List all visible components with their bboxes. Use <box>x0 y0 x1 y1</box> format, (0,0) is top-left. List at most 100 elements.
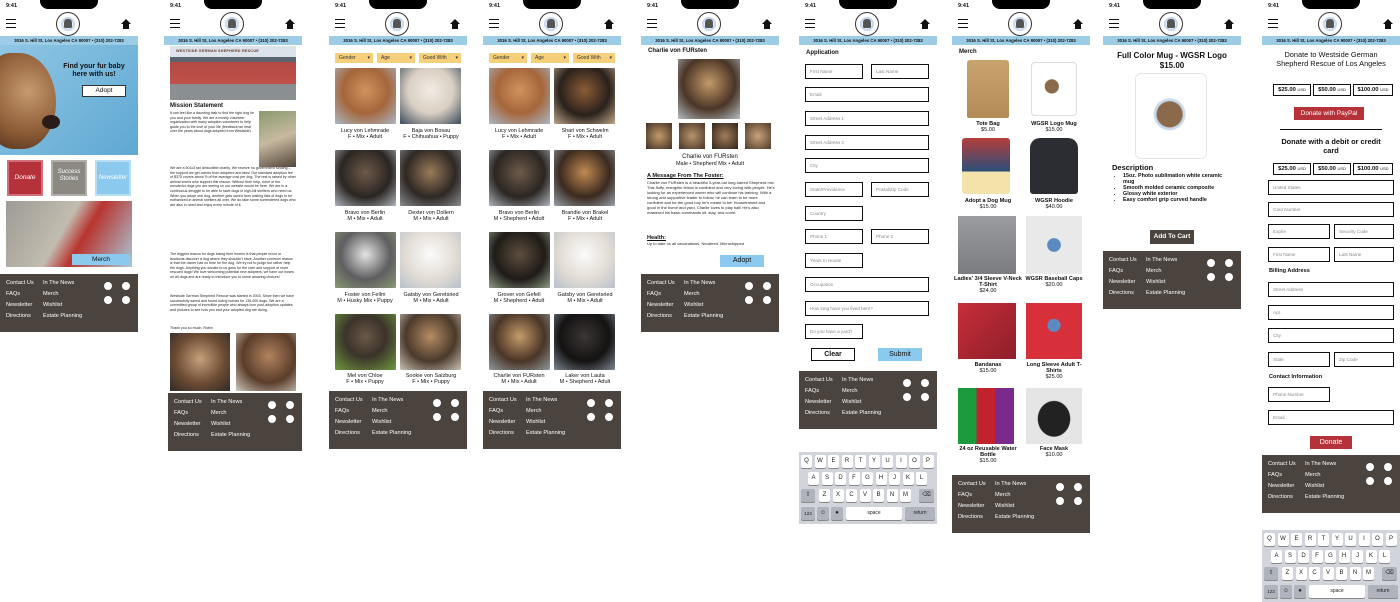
facebook-icon[interactable] <box>286 401 294 409</box>
dog-card-photo[interactable] <box>554 314 615 370</box>
dog-card-photo[interactable] <box>489 68 550 124</box>
footer-faqs[interactable]: FAQs <box>6 291 20 297</box>
footer-news[interactable]: In The News <box>1146 257 1178 263</box>
logo-icon[interactable] <box>697 12 721 36</box>
menu-icon[interactable] <box>805 19 815 28</box>
cap-image[interactable] <box>1026 216 1082 274</box>
logo-icon[interactable] <box>539 12 563 36</box>
smile-icon[interactable] <box>1366 477 1374 485</box>
numbers-key[interactable]: 123 <box>1264 585 1278 598</box>
thumb-3[interactable] <box>712 123 738 149</box>
amount-100[interactable]: $100.00 USD <box>1353 163 1393 175</box>
emoji-key[interactable]: ☺ <box>1280 585 1292 598</box>
logo-icon[interactable] <box>1159 12 1183 36</box>
footer-estate[interactable]: Estate Planning <box>842 410 882 416</box>
footer-wishlist[interactable]: Wishlist <box>684 302 704 308</box>
dog-card-photo[interactable] <box>554 150 615 206</box>
key-n[interactable]: N <box>886 489 898 502</box>
home-icon[interactable] <box>121 19 131 29</box>
menu-icon[interactable] <box>489 19 499 28</box>
return-key[interactable]: return <box>1368 585 1398 598</box>
last-name-field[interactable]: Last Name <box>1334 247 1394 262</box>
logo-icon[interactable] <box>1008 12 1032 36</box>
key-t[interactable]: T <box>855 455 866 468</box>
footer-faqs[interactable]: FAQs <box>647 291 661 297</box>
first-name-field[interactable]: First Name <box>1268 247 1330 262</box>
key-h[interactable]: H <box>1338 550 1350 563</box>
country-field[interactable]: Country <box>805 206 863 221</box>
footer-newsletter[interactable]: Newsletter <box>6 302 33 308</box>
footer-estate[interactable]: Estate Planning <box>211 432 251 438</box>
smile-icon[interactable] <box>433 413 441 421</box>
key-w[interactable]: W <box>814 455 826 468</box>
footer-faqs[interactable]: FAQs <box>958 492 972 498</box>
menu-icon[interactable] <box>1268 19 1278 28</box>
home-icon[interactable] <box>1073 19 1083 29</box>
hoodie-image[interactable] <box>1030 138 1078 194</box>
key-q[interactable]: Q <box>1264 533 1275 546</box>
footer-contact[interactable]: Contact Us <box>958 481 986 487</box>
key-a[interactable]: A <box>1271 550 1282 563</box>
space-key[interactable]: space <box>1309 585 1365 598</box>
phone-field[interactable]: Phone Number <box>1268 387 1330 402</box>
footer-merch[interactable]: Merch <box>995 492 1011 498</box>
state-field[interactable]: State <box>1268 352 1330 367</box>
footer-estate[interactable]: Estate Planning <box>1305 494 1345 500</box>
key-c[interactable]: C <box>1309 567 1320 580</box>
home-icon[interactable] <box>762 19 772 29</box>
thumb-2[interactable] <box>679 123 705 149</box>
numbers-key[interactable]: 123 <box>801 507 815 520</box>
longsleeve-image[interactable] <box>1026 303 1082 359</box>
key-u[interactable]: U <box>1345 533 1356 546</box>
instagram-icon[interactable] <box>1384 477 1392 485</box>
mic-icon[interactable]: ● <box>831 507 843 520</box>
footer-directions[interactable]: Directions <box>805 410 830 416</box>
key-i[interactable]: I <box>1358 533 1370 546</box>
footer-estate[interactable]: Estate Planning <box>43 313 83 319</box>
mic-icon[interactable]: ● <box>1294 585 1306 598</box>
footer-merch[interactable]: Merch <box>526 408 542 414</box>
home-icon[interactable] <box>450 19 460 29</box>
donate-icon[interactable] <box>268 401 276 409</box>
footer-estate[interactable]: Estate Planning <box>372 430 412 436</box>
home-icon[interactable] <box>285 19 295 29</box>
adopt-button[interactable]: Adopt <box>720 255 764 267</box>
filter-good-with[interactable]: Good With <box>573 53 615 63</box>
key-d[interactable]: D <box>835 472 846 485</box>
city-field[interactable]: City <box>1268 328 1394 343</box>
footer-contact[interactable]: Contact Us <box>6 280 34 286</box>
newsletter-tile[interactable]: Newsletter <box>95 160 131 196</box>
key-p[interactable]: P <box>1385 533 1397 546</box>
dog-card-photo[interactable] <box>489 150 550 206</box>
key-g[interactable]: G <box>862 472 873 485</box>
key-k[interactable]: K <box>902 472 914 485</box>
donate-icon[interactable] <box>1366 463 1374 471</box>
footer-contact[interactable]: Contact Us <box>489 397 517 403</box>
occupation-field[interactable]: Occupation <box>805 277 929 292</box>
footer-wishlist[interactable]: Wishlist <box>1305 483 1325 489</box>
key-e[interactable]: E <box>1291 533 1302 546</box>
amount-25[interactable]: $25.00 USD <box>1273 163 1311 175</box>
phone-1-field[interactable]: Phone 1 <box>805 229 863 244</box>
instagram-icon[interactable] <box>763 296 771 304</box>
phone-2-field[interactable]: Phone 2 <box>871 229 929 244</box>
home-icon[interactable] <box>1383 19 1393 29</box>
footer-faqs[interactable]: FAQs <box>1109 268 1123 274</box>
footer-contact[interactable]: Contact Us <box>335 397 363 403</box>
key-j[interactable]: J <box>889 472 900 485</box>
donate-button[interactable]: Donate <box>1310 436 1352 449</box>
dog-card-photo[interactable] <box>335 314 396 370</box>
footer-faqs[interactable]: FAQs <box>805 388 819 394</box>
footer-merch[interactable]: Merch <box>372 408 388 414</box>
footer-faqs[interactable]: FAQs <box>1268 472 1282 478</box>
donate-icon[interactable] <box>587 399 595 407</box>
key-f[interactable]: F <box>1311 550 1323 563</box>
key-s[interactable]: S <box>821 472 833 485</box>
dog-card-photo[interactable] <box>400 314 461 370</box>
dog-card-photo[interactable] <box>335 68 396 124</box>
footer-news[interactable]: In The News <box>995 481 1027 487</box>
key-e[interactable]: E <box>828 455 839 468</box>
footer-faqs[interactable]: FAQs <box>335 408 349 414</box>
key-t[interactable]: T <box>1318 533 1329 546</box>
emoji-key[interactable]: ☺ <box>817 507 829 520</box>
